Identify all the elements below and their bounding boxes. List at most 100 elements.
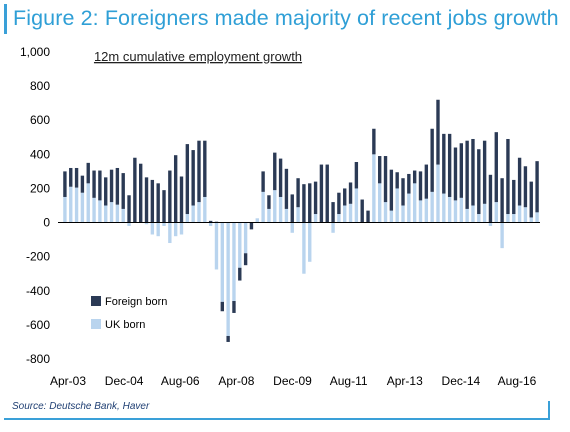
bar-uk-born [92, 197, 96, 223]
bar-foreign-born [127, 195, 131, 223]
bar-uk-born [343, 205, 347, 223]
bar-uk-born [296, 207, 300, 223]
bar-uk-born [109, 202, 114, 223]
bar-foreign-born [453, 147, 458, 201]
bar-foreign-born [424, 164, 429, 199]
bar-foreign-born [278, 158, 283, 197]
bar-uk-born [197, 202, 201, 223]
bar-uk-born [401, 205, 405, 223]
bar-uk-born [459, 197, 463, 223]
bar-uk-born [74, 187, 79, 223]
bar-uk-born [278, 196, 283, 223]
bar-foreign-born [360, 199, 364, 223]
bar-uk-born [348, 203, 353, 223]
bar-uk-born [308, 222, 312, 262]
bar-foreign-born [471, 138, 475, 206]
bar-foreign-born [325, 164, 329, 223]
bar-foreign-born [144, 177, 149, 223]
bar-uk-born [156, 222, 160, 237]
bar-uk-born [127, 222, 131, 226]
bar-uk-born [214, 222, 219, 270]
bar-foreign-born [150, 179, 155, 223]
bar-uk-born [313, 214, 318, 223]
bar-foreign-born [395, 172, 399, 189]
bar-foreign-born [197, 140, 201, 203]
bar-foreign-born [372, 128, 376, 155]
bar-uk-born [203, 196, 207, 223]
chart-subtitle: 12m cumulative employment growth [94, 49, 302, 64]
bar-foreign-born [459, 143, 463, 198]
x-axis: Apr-03 Dec-04 Aug-06 Apr-08 Dec-09 Aug-11 Apr-… [50, 374, 537, 388]
bar-foreign-born [348, 182, 353, 204]
bar-uk-born [104, 205, 108, 223]
bar-foreign-born [529, 181, 533, 218]
bar-foreign-born [203, 140, 207, 197]
bar-foreign-born [273, 152, 277, 191]
bar-foreign-born [98, 170, 102, 201]
bar-foreign-born [436, 99, 440, 165]
bar-foreign-born [168, 170, 172, 223]
x-tick-label: Aug-06 [161, 374, 200, 388]
bar-uk-born [407, 193, 411, 223]
bar-foreign-born [500, 178, 504, 223]
bar-uk-born [273, 190, 277, 223]
bar-foreign-born [302, 184, 306, 223]
bar-foreign-born [69, 167, 73, 187]
bar-uk-born [173, 222, 178, 237]
bar-uk-born [500, 222, 504, 249]
y-tick-label: 400 [30, 147, 50, 161]
bar-foreign-born [226, 335, 230, 342]
bar-foreign-born [139, 163, 143, 223]
bar-uk-born [383, 202, 388, 223]
y-tick-label: -400 [26, 284, 50, 298]
bar-foreign-born [430, 128, 434, 192]
bar-uk-born [220, 222, 224, 302]
bar-foreign-born [104, 177, 108, 206]
bar-foreign-born [442, 133, 446, 194]
bar-uk-born [529, 217, 533, 223]
bar-foreign-born [284, 168, 289, 209]
y-tick-label: 1,000 [20, 45, 50, 59]
bar-foreign-born [517, 157, 522, 206]
bar-foreign-born [512, 179, 516, 215]
bar-foreign-born [506, 138, 510, 215]
bar-uk-born [80, 192, 85, 223]
bar-foreign-born [494, 132, 498, 203]
bar-uk-born [208, 222, 213, 226]
bar-uk-born [232, 222, 236, 302]
bar-foreign-born [412, 170, 417, 184]
bar-uk-born [162, 222, 166, 226]
bar-foreign-born [331, 202, 335, 223]
figure-title-bar: Figure 2: Foreigners made majority of re… [4, 4, 563, 34]
bar-foreign-born [185, 144, 190, 215]
bar-uk-born [191, 205, 195, 223]
bar-uk-born [389, 210, 394, 223]
bar-uk-born [226, 222, 230, 336]
bar-uk-born [168, 222, 172, 244]
x-tick-label: Apr-08 [218, 374, 254, 388]
y-tick-label: -600 [26, 318, 50, 332]
bar-uk-born [86, 183, 90, 223]
bar-uk-born [243, 222, 248, 254]
bar-foreign-born [343, 188, 347, 206]
bar-foreign-born [173, 155, 178, 223]
bar-foreign-born [290, 194, 294, 223]
bar-uk-born [337, 214, 341, 223]
legend-label: UK born [105, 319, 145, 331]
bar-foreign-born [383, 156, 388, 203]
bottom-rule-end [548, 401, 550, 420]
bar-uk-born [238, 222, 242, 268]
bar-uk-born [517, 205, 522, 223]
bar-foreign-born [366, 210, 370, 223]
bar-uk-born [535, 212, 539, 223]
bar-foreign-born [80, 175, 85, 193]
bar-uk-born [63, 196, 67, 223]
bar-foreign-born [354, 162, 359, 189]
bar-uk-born [302, 222, 306, 274]
bar-uk-born [494, 202, 498, 223]
bar-foreign-born [296, 178, 300, 208]
bar-foreign-born [232, 301, 236, 313]
bar-foreign-born [477, 149, 481, 215]
figure-title: Figure 2: Foreigners made majority of re… [13, 6, 559, 30]
bar-foreign-born [465, 140, 469, 209]
